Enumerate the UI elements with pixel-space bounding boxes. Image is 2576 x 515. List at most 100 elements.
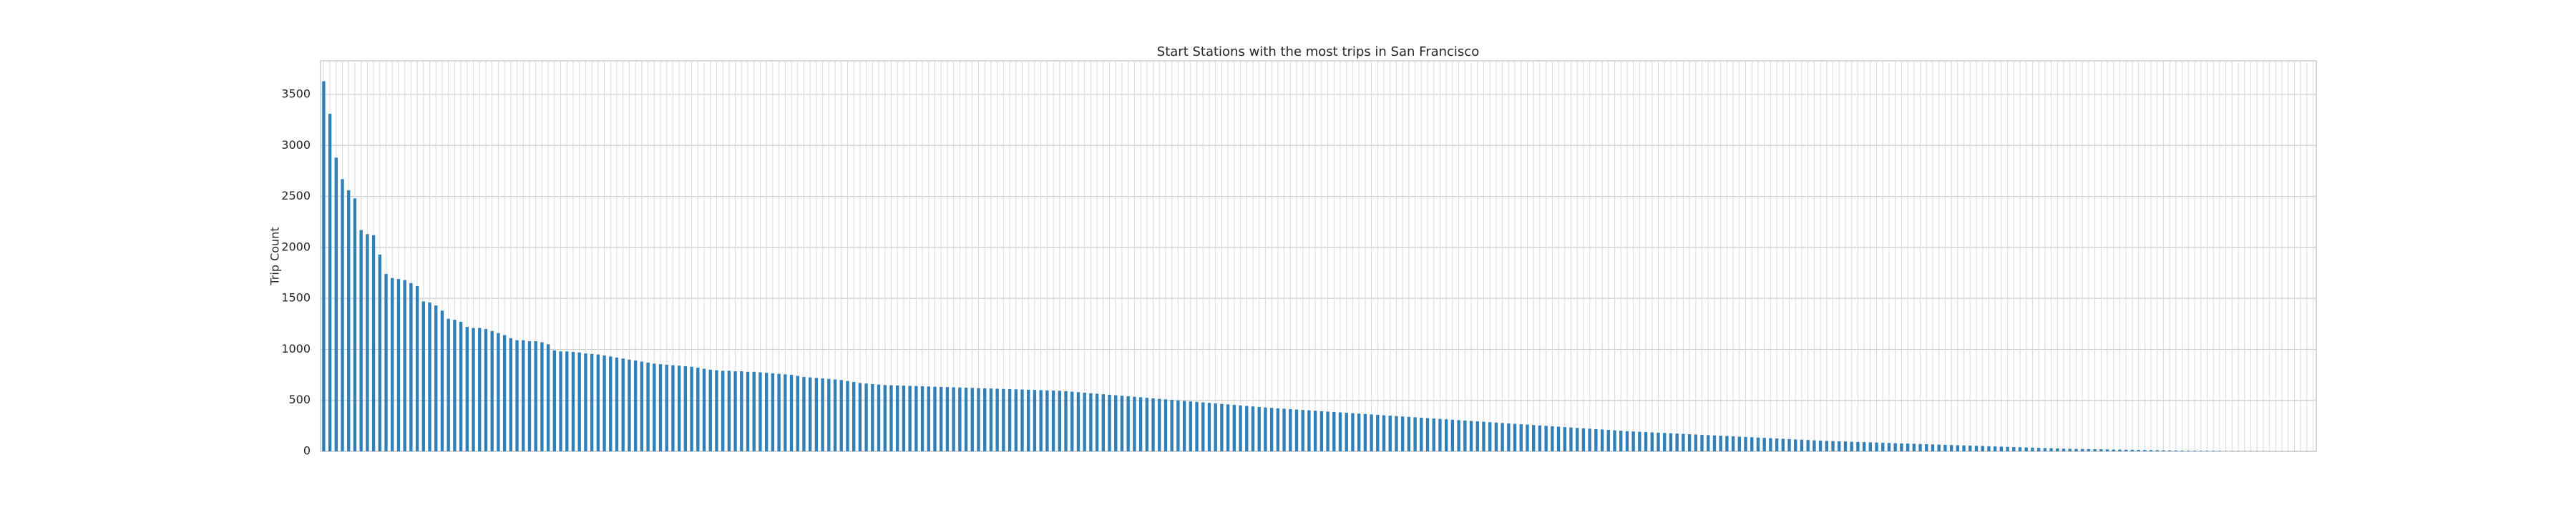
chart-title: Start Stations with the most trips in Sa… <box>1157 44 1479 59</box>
y-tick-label: 3000 <box>281 138 311 152</box>
bar <box>341 179 344 451</box>
bar <box>1101 394 1105 451</box>
bar <box>1949 445 1953 451</box>
bar <box>1438 418 1442 451</box>
bar <box>1014 389 1018 451</box>
bar <box>2118 449 2122 451</box>
bar <box>1781 438 1785 451</box>
bar <box>522 340 525 451</box>
bar <box>1138 397 1143 451</box>
bar <box>690 366 693 451</box>
bar <box>409 283 413 451</box>
bar <box>1289 408 1292 451</box>
bar <box>1613 430 1616 451</box>
bar <box>615 357 619 451</box>
bar <box>1463 420 1467 451</box>
bar <box>1762 438 1766 451</box>
bar <box>1538 425 1542 451</box>
bar <box>696 368 700 451</box>
bar <box>1682 433 1685 451</box>
bar <box>459 321 463 451</box>
bar <box>540 342 544 451</box>
bar <box>334 157 338 451</box>
bar <box>1551 426 1554 451</box>
bar <box>1563 427 1566 451</box>
bar <box>708 369 712 451</box>
bar <box>1083 393 1086 451</box>
bar <box>658 364 663 451</box>
bar <box>1158 398 1161 451</box>
bar <box>1631 431 1635 451</box>
bar <box>596 354 600 451</box>
bar <box>1769 438 1772 451</box>
bar <box>497 333 500 451</box>
bar <box>2043 448 2047 451</box>
bar <box>1232 405 1236 451</box>
bar <box>1176 400 1180 451</box>
bar <box>428 302 431 451</box>
bar <box>1413 417 1417 451</box>
bar <box>1700 434 1704 451</box>
bar <box>1002 388 1005 451</box>
bar <box>1338 412 1342 451</box>
bar <box>789 375 794 451</box>
bar <box>440 310 444 451</box>
bar <box>1875 442 1878 451</box>
y-tick-label: 3500 <box>281 87 311 101</box>
bar <box>1376 414 1380 451</box>
bar <box>740 371 743 451</box>
bar <box>1064 391 1068 451</box>
bar <box>2031 447 2034 451</box>
bar <box>1239 405 1242 451</box>
bar <box>839 380 843 451</box>
bar <box>384 273 388 451</box>
bar <box>1775 438 1779 451</box>
bar <box>1245 406 1249 451</box>
bar <box>1731 436 1735 451</box>
y-tick-label: 2500 <box>281 189 311 202</box>
bar <box>1070 391 1074 451</box>
bar <box>858 383 862 451</box>
bar <box>683 366 688 451</box>
bar <box>1027 389 1030 451</box>
bar <box>1962 445 1966 451</box>
bar <box>590 353 594 451</box>
bar <box>677 366 681 451</box>
bar <box>983 388 987 451</box>
bar <box>1956 445 1960 451</box>
bar <box>1675 433 1679 451</box>
bar <box>472 328 475 451</box>
bar <box>527 341 532 451</box>
bar <box>1226 404 1230 451</box>
bar <box>1712 435 1717 451</box>
bar <box>1507 423 1511 451</box>
bar <box>1606 430 1610 451</box>
bar <box>958 387 962 451</box>
bar <box>908 386 912 451</box>
bar <box>1332 411 1336 451</box>
y-axis-label: Trip Count <box>268 227 282 285</box>
bar <box>1843 441 1848 451</box>
bar <box>1526 424 1529 451</box>
bar <box>1881 443 1885 451</box>
bar <box>1076 392 1080 451</box>
bar <box>777 373 781 451</box>
bar <box>1269 408 1274 451</box>
bar <box>952 387 955 451</box>
bar <box>2080 448 2084 451</box>
bar <box>970 388 974 451</box>
bar <box>964 388 968 451</box>
bar <box>1918 443 1922 451</box>
bar <box>1576 428 1579 451</box>
bar <box>827 378 831 451</box>
bar <box>877 384 881 451</box>
bar <box>1501 423 1504 451</box>
bar <box>715 370 718 451</box>
bar <box>1931 444 1935 451</box>
bar <box>1600 429 1604 451</box>
bar <box>2130 449 2135 451</box>
bar <box>571 352 575 451</box>
y-tick-label: 500 <box>288 393 311 406</box>
bar <box>1581 428 1586 451</box>
